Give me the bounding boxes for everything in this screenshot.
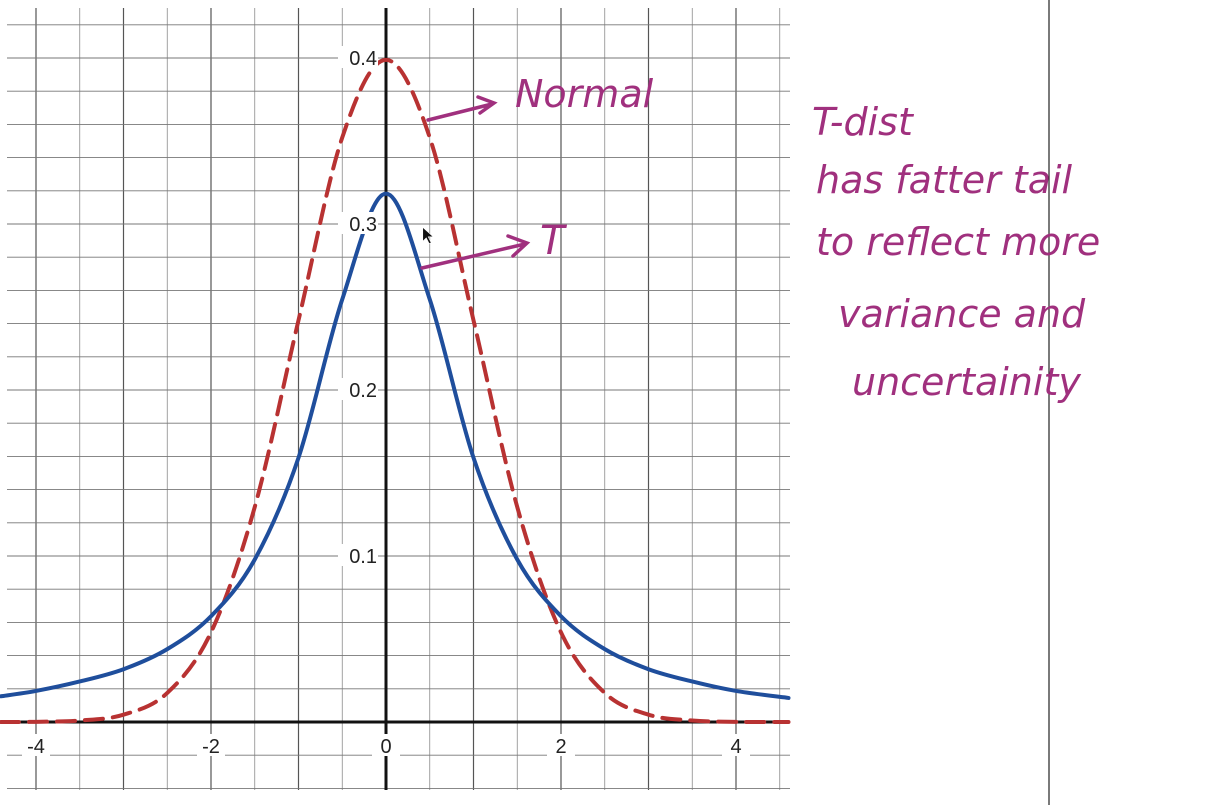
x-tick-label-bg	[547, 734, 575, 756]
x-tick-label-bg	[22, 734, 50, 756]
normal-curve	[0, 57, 791, 725]
x-tick-label-bg	[722, 734, 750, 756]
t-curve	[0, 191, 791, 700]
note-line-2: has fatter tail	[816, 158, 1073, 202]
note-line-1: T-dist	[812, 100, 915, 144]
normal-annotation: Normal	[515, 72, 654, 116]
x-tick-label: -4	[27, 736, 45, 758]
y-tick-label-bg	[338, 378, 378, 400]
cursor-icon	[422, 226, 435, 245]
x-tick-label: 0	[380, 736, 391, 758]
y-tick-label-bg	[338, 46, 378, 68]
y-tick-label: 0.2	[349, 380, 377, 402]
x-tick-label: 2	[555, 736, 566, 758]
y-tick-label: 0.4	[349, 48, 377, 70]
x-tick-label-bg	[372, 734, 400, 756]
x-tick-label-bg	[197, 734, 225, 756]
note-line-4: variance and	[838, 292, 1086, 336]
y-tick-label-bg	[338, 212, 378, 234]
series-layer	[0, 57, 791, 725]
axes	[7, 8, 790, 790]
t-annotation: T	[540, 218, 568, 264]
note-line-3: to reflect more	[816, 220, 1100, 264]
y-tick-label-bg	[338, 544, 378, 566]
tick-labels: -4 -2 0 2 4 0.1 0.2 0.3 0.4	[22, 46, 750, 758]
grid-lines	[7, 8, 790, 790]
note-line-5: uncertainity	[852, 360, 1081, 404]
t-arrow-icon	[420, 234, 531, 270]
y-tick-label: 0.1	[349, 546, 377, 568]
x-tick-label: 4	[730, 736, 741, 758]
normal-arrow-icon	[426, 95, 498, 122]
y-tick-label: 0.3	[349, 214, 377, 236]
x-tick-label: -2	[202, 736, 220, 758]
